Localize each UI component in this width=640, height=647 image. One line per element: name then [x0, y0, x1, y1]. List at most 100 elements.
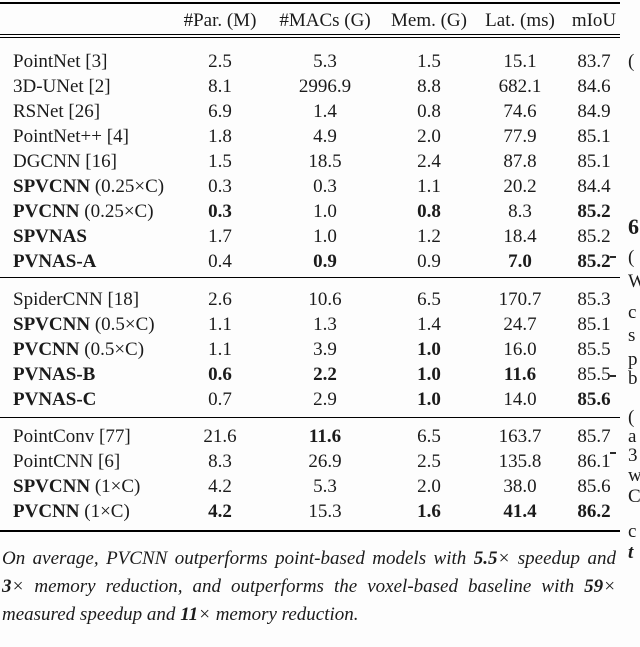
table-row: SPVNAS 1.7 1.0 1.2 18.4 85.2 — [0, 224, 640, 249]
value-cell: 2.6 — [208, 288, 232, 310]
model-name: 3D-UNet [2] — [13, 75, 111, 97]
value-cell: 85.2 — [577, 200, 611, 222]
value-cell: 4.2 — [208, 475, 232, 497]
caption-text: × — [603, 576, 616, 597]
edge-text-fragment: W — [628, 271, 640, 292]
table-row: PVNAS-A 0.4 0.9 0.9 7.0 85.2 — [0, 249, 640, 274]
value-cell: 0.6 — [208, 363, 232, 385]
edge-text-fragment: 6 — [628, 214, 639, 239]
value-cell: 0.8 — [417, 200, 441, 222]
model-name-cell: PVNAS-C — [13, 387, 96, 412]
caption-text: × memory reduction. — [198, 604, 359, 625]
value-cell: 0.9 — [313, 250, 337, 272]
caption-text: 3 — [2, 576, 12, 597]
value-cell: 1.1 — [417, 175, 441, 197]
model-name: PVNAS-A — [13, 250, 97, 272]
table-row: PVNAS-C 0.7 2.9 1.0 14.0 85.6 — [0, 387, 640, 412]
value-cell: 1.5 — [208, 150, 232, 172]
model-name: PVCNN — [13, 200, 80, 222]
model-name-suffix: (0.5×C) — [79, 338, 145, 360]
value-cell: 6.5 — [417, 288, 441, 310]
table-row: PVNAS-B 0.6 2.2 1.0 11.6 85.5 — [0, 362, 640, 387]
value-cell: 16.0 — [503, 338, 537, 360]
model-name-cell: 3D-UNet [2] — [13, 74, 111, 99]
value-cell: 1.5 — [417, 50, 441, 72]
model-name: SpiderCNN [18] — [13, 288, 140, 310]
value-cell: 0.3 — [208, 200, 232, 222]
value-cell: 1.4 — [313, 100, 337, 122]
table-row: SpiderCNN [18] 2.6 10.6 6.5 170.7 85.3 — [0, 287, 640, 312]
model-name: PointNet [3] — [13, 50, 108, 72]
model-name: PointCNN [6] — [13, 450, 121, 472]
caption-text: 11 — [180, 604, 199, 625]
edge-dash-fragment — [610, 452, 616, 454]
value-cell: 41.4 — [503, 500, 537, 522]
value-cell: 2.4 — [417, 150, 441, 172]
model-name-suffix: (1×C) — [90, 475, 141, 497]
value-cell: 85.1 — [577, 125, 611, 147]
caption-line: 3× memory reduction, and outperforms the… — [2, 573, 616, 601]
value-cell: 87.8 — [503, 150, 537, 172]
caption-text: measured speedup and — [2, 604, 181, 625]
value-cell: 1.0 — [313, 225, 337, 247]
table-row: PVCNN (0.25×C) 0.3 1.0 0.8 8.3 85.2 — [0, 199, 640, 224]
model-name: PVNAS-B — [13, 363, 96, 385]
model-name-cell: DGCNN [16] — [13, 149, 117, 174]
value-cell: 8.1 — [208, 75, 232, 97]
value-cell: 170.7 — [498, 288, 542, 310]
column-header-4: mIoU — [571, 9, 617, 31]
value-cell: 2996.9 — [298, 75, 352, 97]
value-cell: 85.2 — [577, 225, 611, 247]
value-cell: 682.1 — [498, 75, 542, 97]
value-cell: 85.3 — [577, 288, 611, 310]
table-row: DGCNN [16] 1.5 18.5 2.4 87.8 85.1 — [0, 149, 640, 174]
model-name-cell: PointCNN [6] — [13, 449, 120, 474]
table-row: PVCNN (1×C) 4.2 15.3 1.6 41.4 86.2 — [0, 499, 640, 524]
edge-text-fragment: a — [628, 426, 637, 447]
value-cell: 1.0 — [417, 363, 441, 385]
edge-dash-fragment — [610, 375, 616, 377]
edge-text-fragment: s — [628, 325, 636, 346]
value-cell: 5.3 — [313, 475, 337, 497]
value-cell: 85.6 — [577, 475, 611, 497]
model-name-suffix: (1×C) — [79, 500, 130, 522]
model-name-cell: SPVCNN (0.25×C) — [13, 174, 164, 199]
model-name: PointConv [77] — [13, 425, 131, 447]
value-cell: 4.9 — [313, 125, 337, 147]
value-cell: 1.2 — [417, 225, 441, 247]
caption-text: 59 — [584, 576, 604, 597]
value-cell: 0.3 — [208, 175, 232, 197]
model-name: DGCNN [16] — [13, 150, 117, 172]
table-row: 3D-UNet [2] 8.1 2996.9 8.8 682.1 84.6 — [0, 74, 640, 99]
caption-line: On average, PVCNN outperforms point-base… — [2, 545, 616, 573]
model-name: SPVCNN — [13, 475, 91, 497]
table-row: PointNet++ [4] 1.8 4.9 2.0 77.9 85.1 — [0, 124, 640, 149]
value-cell: 2.5 — [208, 50, 232, 72]
value-cell: 1.1 — [208, 338, 232, 360]
value-cell: 8.8 — [417, 75, 441, 97]
edge-text-fragment: t — [628, 542, 634, 563]
value-cell: 1.0 — [417, 388, 441, 410]
model-name-cell: PVNAS-A — [13, 249, 96, 274]
value-cell: 15.3 — [308, 500, 342, 522]
value-cell: 1.1 — [208, 313, 232, 335]
column-header-0: #Par. (M) — [183, 9, 257, 31]
caption-text: On average, PVCNN outperforms point-base… — [2, 548, 474, 569]
value-cell: 4.2 — [208, 500, 232, 522]
model-name: PVCNN — [13, 500, 80, 522]
value-cell: 0.9 — [417, 250, 441, 272]
model-name: SPVCNN — [13, 175, 91, 197]
value-cell: 3.9 — [313, 338, 337, 360]
model-name-cell: SpiderCNN [18] — [13, 287, 139, 312]
value-cell: 0.8 — [417, 100, 441, 122]
value-cell: 15.1 — [503, 50, 537, 72]
value-cell: 85.1 — [577, 150, 611, 172]
table-row: SPVCNN (0.25×C) 0.3 0.3 1.1 20.2 84.4 — [0, 174, 640, 199]
table-row: PointConv [77] 21.6 11.6 6.5 163.7 85.7 — [0, 424, 640, 449]
model-name-cell: PVNAS-B — [13, 362, 95, 387]
table-mid-rule — [0, 37, 620, 39]
caption-text: × speedup and — [497, 548, 617, 569]
model-name: SPVCNN — [13, 313, 91, 335]
value-cell: 84.6 — [577, 75, 611, 97]
